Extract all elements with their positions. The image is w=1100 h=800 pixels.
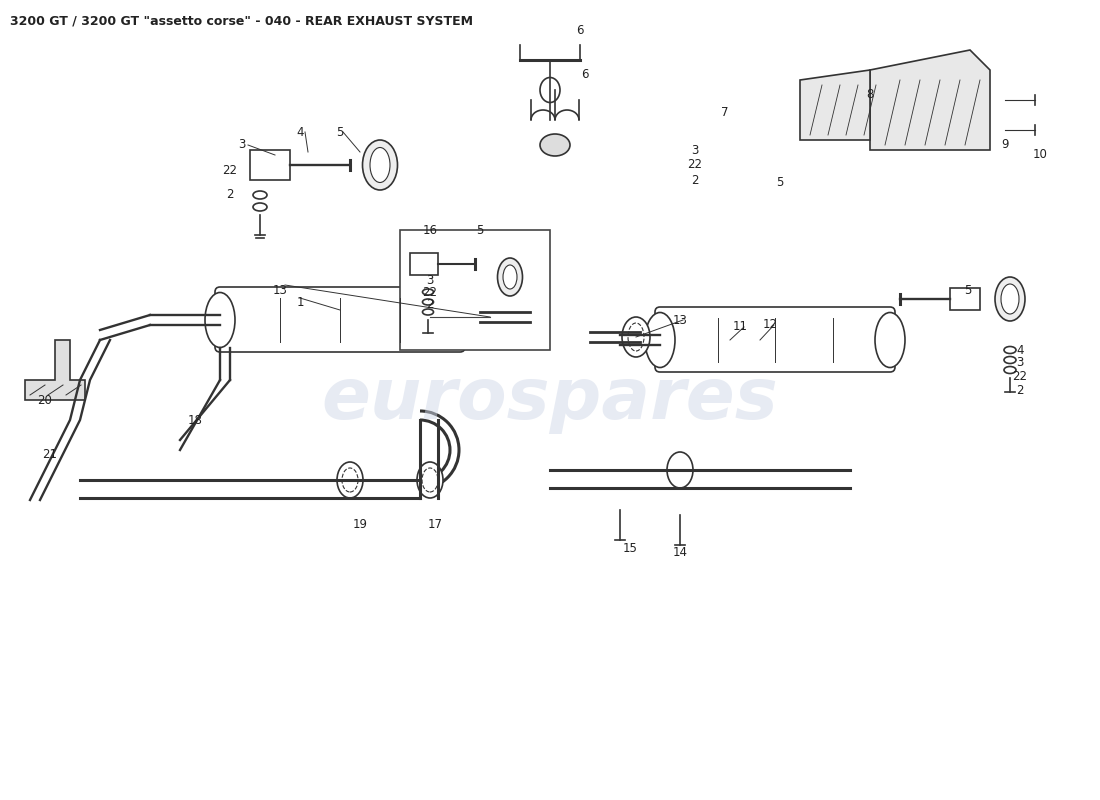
Text: 8: 8 bbox=[867, 89, 873, 102]
Ellipse shape bbox=[253, 191, 267, 199]
Ellipse shape bbox=[1004, 366, 1016, 374]
Ellipse shape bbox=[503, 265, 517, 289]
Text: 22: 22 bbox=[688, 158, 703, 171]
Ellipse shape bbox=[342, 468, 358, 492]
Ellipse shape bbox=[628, 323, 643, 351]
Text: 5: 5 bbox=[476, 223, 484, 237]
Text: 7: 7 bbox=[722, 106, 728, 118]
Text: 2: 2 bbox=[427, 298, 433, 311]
Text: 5: 5 bbox=[337, 126, 343, 138]
Text: 22: 22 bbox=[422, 286, 438, 298]
Polygon shape bbox=[25, 340, 85, 400]
Bar bbox=[250, 150, 290, 180]
Text: 3: 3 bbox=[239, 138, 245, 151]
Ellipse shape bbox=[422, 299, 433, 305]
Text: 3: 3 bbox=[427, 274, 433, 286]
Text: 17: 17 bbox=[428, 518, 442, 531]
Text: 5: 5 bbox=[777, 175, 783, 189]
Text: 20: 20 bbox=[37, 394, 53, 406]
Text: 3200 GT / 3200 GT "assetto corse" - 040 - REAR EXHAUST SYSTEM: 3200 GT / 3200 GT "assetto corse" - 040 … bbox=[10, 15, 473, 28]
Text: 3: 3 bbox=[1016, 357, 1024, 370]
Text: 4: 4 bbox=[1016, 343, 1024, 357]
Ellipse shape bbox=[363, 140, 397, 190]
Ellipse shape bbox=[446, 293, 475, 347]
Text: 3: 3 bbox=[691, 143, 698, 157]
Ellipse shape bbox=[370, 147, 390, 182]
Ellipse shape bbox=[422, 468, 438, 492]
Text: 4: 4 bbox=[296, 126, 304, 138]
Text: 13: 13 bbox=[672, 314, 688, 326]
Polygon shape bbox=[800, 70, 870, 140]
Ellipse shape bbox=[205, 293, 235, 347]
Ellipse shape bbox=[1004, 346, 1016, 354]
Ellipse shape bbox=[645, 313, 675, 367]
Bar bbox=[400, 230, 550, 350]
Ellipse shape bbox=[1001, 284, 1019, 314]
Ellipse shape bbox=[337, 462, 363, 498]
Ellipse shape bbox=[996, 277, 1025, 321]
Text: 22: 22 bbox=[222, 163, 238, 177]
Text: 11: 11 bbox=[733, 321, 748, 334]
Text: 10: 10 bbox=[1033, 149, 1047, 162]
Text: 21: 21 bbox=[43, 449, 57, 462]
Text: 14: 14 bbox=[672, 546, 688, 559]
Text: eurospares: eurospares bbox=[321, 366, 779, 434]
Ellipse shape bbox=[422, 289, 433, 295]
Text: 13: 13 bbox=[273, 283, 287, 297]
Ellipse shape bbox=[422, 309, 433, 315]
Ellipse shape bbox=[253, 203, 267, 211]
Polygon shape bbox=[870, 50, 990, 150]
Text: 9: 9 bbox=[1001, 138, 1009, 151]
Ellipse shape bbox=[1004, 357, 1016, 363]
FancyBboxPatch shape bbox=[214, 287, 465, 352]
Text: 15: 15 bbox=[623, 542, 637, 554]
Ellipse shape bbox=[621, 317, 650, 357]
Bar bbox=[950, 288, 980, 310]
Text: 12: 12 bbox=[762, 318, 778, 331]
Ellipse shape bbox=[482, 303, 498, 331]
Text: 2: 2 bbox=[691, 174, 698, 186]
Bar bbox=[410, 253, 438, 275]
Text: 2: 2 bbox=[1016, 383, 1024, 397]
Ellipse shape bbox=[417, 462, 443, 498]
Ellipse shape bbox=[667, 452, 693, 488]
Text: 5: 5 bbox=[965, 283, 971, 297]
Text: 16: 16 bbox=[422, 223, 438, 237]
Text: 19: 19 bbox=[352, 518, 367, 531]
Text: 6: 6 bbox=[576, 23, 584, 37]
Text: 1: 1 bbox=[296, 295, 304, 309]
Text: 2: 2 bbox=[227, 189, 233, 202]
Text: 6: 6 bbox=[581, 69, 589, 82]
Ellipse shape bbox=[874, 313, 905, 367]
Ellipse shape bbox=[497, 258, 522, 296]
Text: 18: 18 bbox=[188, 414, 202, 426]
Text: 22: 22 bbox=[1012, 370, 1027, 382]
Ellipse shape bbox=[540, 78, 560, 102]
Ellipse shape bbox=[540, 134, 570, 156]
Ellipse shape bbox=[476, 297, 504, 337]
FancyBboxPatch shape bbox=[654, 307, 895, 372]
